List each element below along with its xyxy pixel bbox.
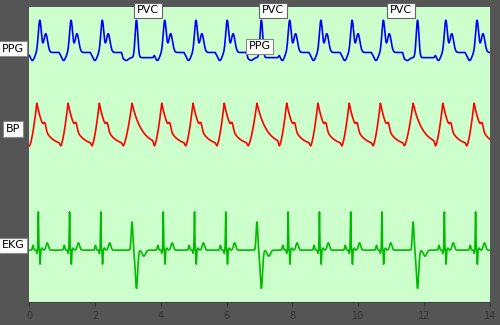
Text: BP: BP <box>6 124 20 134</box>
Text: PPG: PPG <box>2 44 24 54</box>
Text: PVC: PVC <box>262 6 284 16</box>
Text: EKG: EKG <box>2 240 24 250</box>
Text: PPG: PPG <box>248 41 270 51</box>
Text: PVC: PVC <box>136 6 159 16</box>
Text: PVC: PVC <box>390 6 412 16</box>
